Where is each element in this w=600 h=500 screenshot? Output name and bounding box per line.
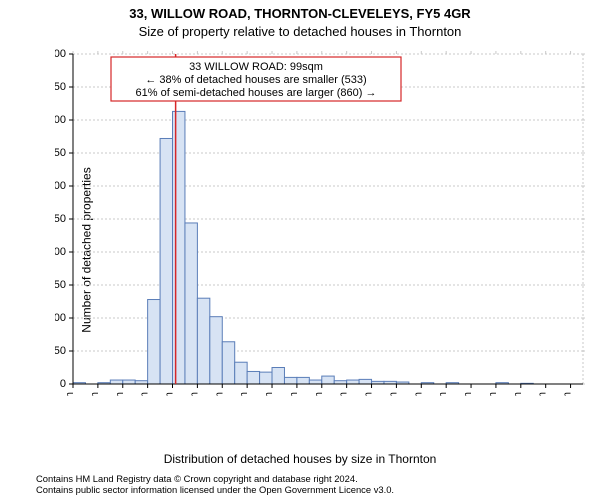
x-tick-label: 264sqm <box>338 392 350 396</box>
x-tick-label: 456sqm <box>537 392 549 396</box>
attribution-line2: Contains public sector information licen… <box>36 484 394 496</box>
x-tick-label: 72sqm <box>139 392 151 396</box>
y-tick-label: 250 <box>55 213 66 225</box>
x-tick-label: 360sqm <box>437 392 449 396</box>
histogram-bar <box>148 300 160 384</box>
histogram-bar <box>173 111 185 384</box>
x-tick-label: 336sqm <box>412 392 424 396</box>
y-tick-label: 0 <box>60 378 66 390</box>
histogram-bar <box>284 377 296 384</box>
chart-container: 33, WILLOW ROAD, THORNTON-CLEVELEYS, FY5… <box>0 0 600 500</box>
histogram-bar <box>160 138 172 384</box>
x-tick-label: 192sqm <box>263 392 275 396</box>
annotation-line2: ← 38% of detached houses are smaller (53… <box>145 74 366 86</box>
x-tick-label: 480sqm <box>562 392 574 396</box>
x-tick-label: 288sqm <box>363 392 375 396</box>
y-tick-label: 150 <box>55 279 66 291</box>
histogram-plot: 0 50 100 150 200 250 300 350 400 450 500 0sqm 24sqm… <box>55 44 585 396</box>
x-tick-label: 168sqm <box>238 392 250 396</box>
y-tick-label: 350 <box>55 147 66 159</box>
y-tick-label: 300 <box>55 180 66 192</box>
annotation-line1: 33 WILLOW ROAD: 99sqm <box>189 61 323 73</box>
histogram-bar <box>110 380 122 384</box>
y-tick-label: 50 <box>55 345 66 357</box>
x-tick-label: 312sqm <box>387 392 399 396</box>
histogram-bar <box>222 342 234 384</box>
histogram-bar <box>272 368 284 385</box>
histogram-bar <box>123 380 135 384</box>
y-tick-label: 450 <box>55 81 66 93</box>
attribution-line1: Contains HM Land Registry data © Crown c… <box>36 473 394 485</box>
histogram-bar <box>210 317 222 384</box>
chart-title-description: Size of property relative to detached ho… <box>0 24 600 39</box>
y-tick-label: 500 <box>55 48 66 60</box>
y-tick-label: 200 <box>55 246 66 258</box>
histogram-bar <box>247 371 259 384</box>
x-tick-label: 120sqm <box>188 392 200 396</box>
x-tick-label: 384sqm <box>462 392 474 396</box>
histogram-bar <box>309 380 321 384</box>
x-tick-label: 408sqm <box>487 392 499 396</box>
annotation-line3: 61% of semi-detached houses are larger (… <box>136 87 377 99</box>
x-tick-label: 48sqm <box>114 392 126 396</box>
histogram-bar <box>185 223 197 384</box>
x-tick-label: 240sqm <box>313 392 325 396</box>
histogram-bar <box>260 372 272 384</box>
chart-title-address: 33, WILLOW ROAD, THORNTON-CLEVELEYS, FY5… <box>0 6 600 21</box>
y-tick-label: 100 <box>55 312 66 324</box>
histogram-bar <box>322 376 334 384</box>
x-tick-label: 96sqm <box>164 392 176 396</box>
histogram-bar <box>235 362 247 384</box>
x-tick-label: 144sqm <box>213 392 225 396</box>
histogram-bar <box>297 377 309 384</box>
x-tick-label: 24sqm <box>89 392 101 396</box>
attribution-text: Contains HM Land Registry data © Crown c… <box>36 473 394 497</box>
x-axis-label: Distribution of detached houses by size … <box>0 452 600 466</box>
histogram-bar <box>359 379 371 384</box>
histogram-bar <box>347 380 359 384</box>
x-tick-label: 216sqm <box>288 392 300 396</box>
x-tick-label: 432sqm <box>512 392 524 396</box>
x-tick-label: 0sqm <box>64 392 76 396</box>
histogram-bar <box>197 298 209 384</box>
y-tick-label: 400 <box>55 114 66 126</box>
